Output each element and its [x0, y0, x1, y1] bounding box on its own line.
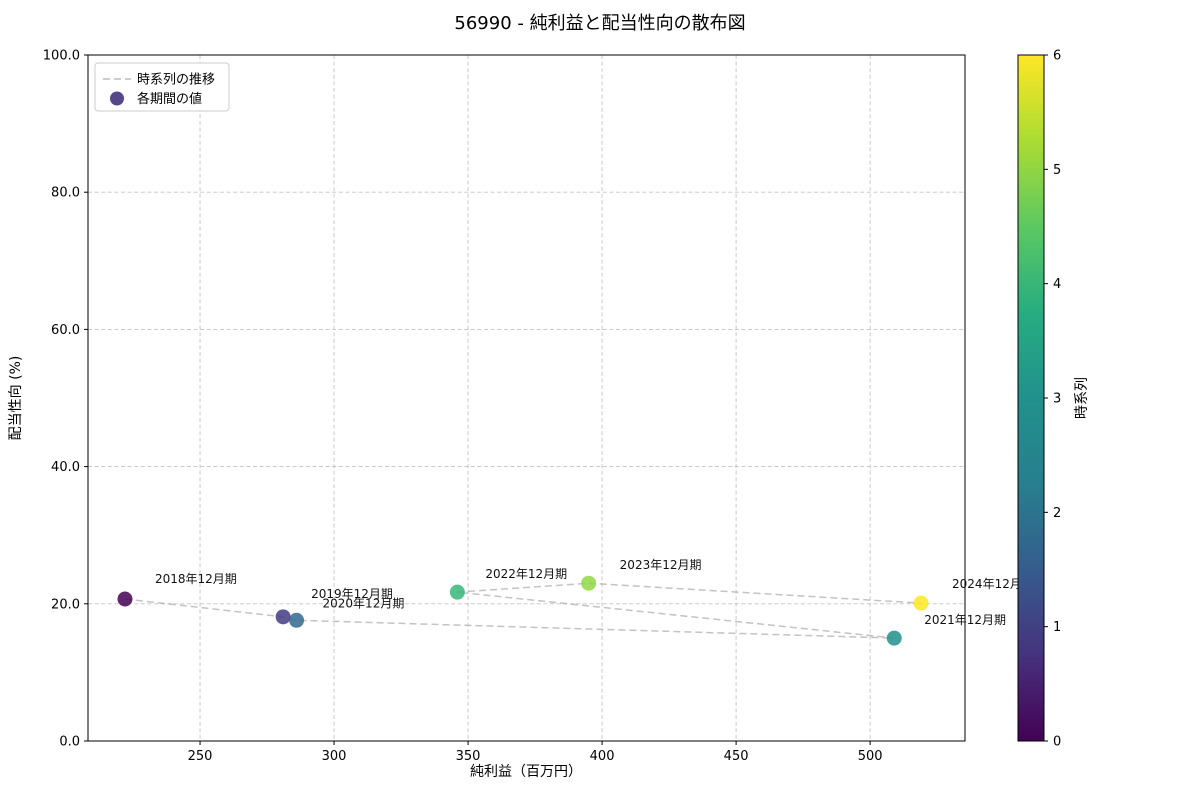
legend-points-label: 各期間の値	[137, 91, 202, 107]
x-tick-label: 400	[590, 749, 615, 764]
chart-title: 56990 - 純利益と配当性向の散布図	[454, 13, 745, 34]
colorbar-gradient	[1017, 54, 1045, 742]
point-label: 2020年12月期	[323, 596, 405, 610]
x-axis-label: 純利益（百万円）	[470, 764, 582, 780]
legend-dot-marker	[110, 91, 124, 106]
colorbar-tick-label: 1	[1053, 620, 1061, 635]
y-tick-label: 40.0	[51, 460, 80, 475]
colorbar-tick-label: 4	[1053, 277, 1061, 292]
point-label: 2022年12月期	[485, 567, 567, 581]
y-tick-label: 20.0	[51, 597, 80, 612]
colorbar-ticks: 0 1 2 3 4 5 6	[1044, 49, 1061, 750]
y-tick-label: 60.0	[51, 323, 80, 338]
data-point	[913, 595, 929, 611]
point-label: 2024年12月期	[952, 577, 1034, 591]
grid-lines	[88, 54, 965, 742]
colorbar-label: 時系列	[1074, 377, 1090, 419]
data-points	[117, 575, 929, 646]
x-tick-label: 250	[188, 749, 213, 764]
x-tick-label: 350	[456, 749, 481, 764]
colorbar-tick-label: 2	[1053, 506, 1061, 521]
y-tick-label: 0.0	[59, 735, 80, 750]
plot-border	[87, 54, 966, 742]
point-label: 2018年12月期	[155, 572, 237, 586]
data-point	[886, 630, 902, 646]
data-point	[449, 584, 465, 600]
axis-ticks: 250 300 350 400 450 500 0.0 20.0 40.0 60.0 80.0 100…	[43, 49, 883, 765]
point-label: 2023年12月期	[620, 558, 702, 572]
x-tick-label: 300	[322, 749, 347, 764]
colorbar-tick-label: 5	[1053, 163, 1061, 178]
trend-polyline	[124, 582, 922, 639]
data-point	[581, 575, 597, 591]
y-axis-label: 配当性向 (%)	[8, 356, 24, 441]
legend-box	[94, 62, 230, 112]
colorbar-tick-label: 6	[1053, 49, 1061, 64]
legend-trend-label: 時系列の推移	[137, 73, 215, 88]
y-tick-label: 80.0	[51, 186, 80, 201]
trend-line	[124, 582, 922, 639]
data-point	[289, 612, 305, 628]
point-label: 2019年12月期	[311, 587, 393, 601]
x-tick-label: 500	[858, 749, 883, 764]
x-tick-label: 450	[724, 749, 749, 764]
data-point	[117, 591, 133, 607]
y-tick-label: 100.0	[43, 49, 80, 64]
point-label: 2021年12月期	[924, 613, 1006, 627]
legend: 時系列の推移 各期間の値	[94, 62, 230, 112]
data-point	[275, 609, 291, 625]
colorbar-tick-label: 0	[1053, 735, 1061, 750]
colorbar-tick-label: 3	[1053, 392, 1061, 407]
colorbar: 0 1 2 3 4 5 6 時系列	[1017, 49, 1090, 750]
